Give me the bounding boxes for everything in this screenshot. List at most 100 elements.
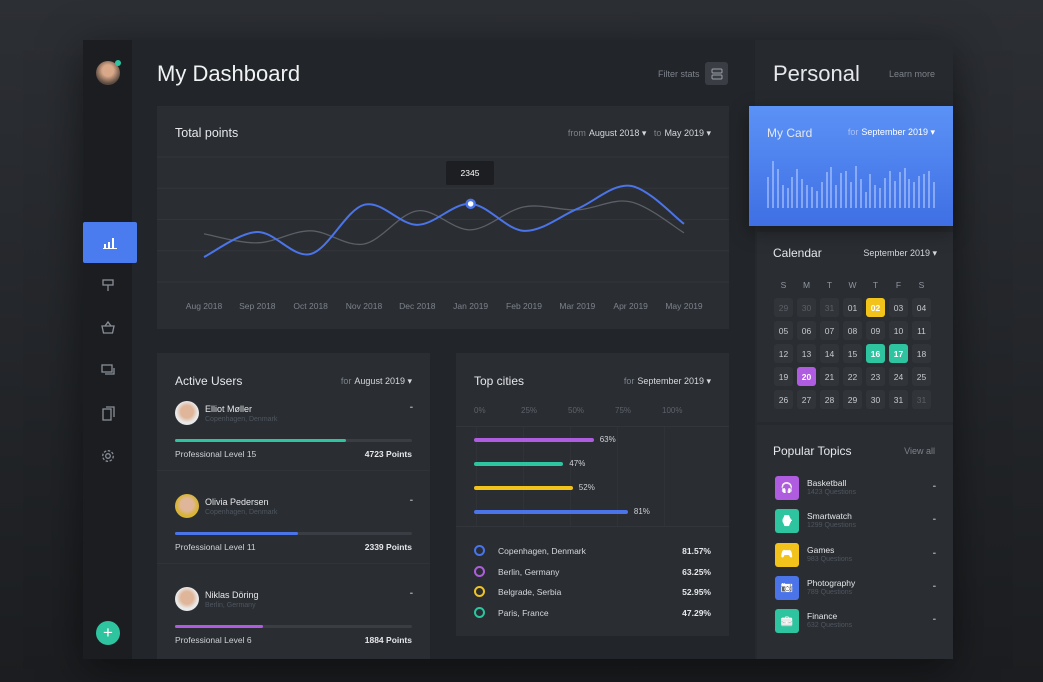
activity-bar bbox=[932, 182, 935, 208]
user-avatar[interactable] bbox=[175, 587, 199, 611]
calendar-day[interactable]: 18 bbox=[912, 344, 931, 363]
more-options-button[interactable]: ••• bbox=[932, 617, 936, 624]
topic-name[interactable]: Photography bbox=[807, 577, 856, 588]
x-tick-label: Nov 2018 bbox=[346, 301, 383, 311]
more-options-button[interactable]: ••• bbox=[932, 583, 936, 590]
calendar-day[interactable]: 16 bbox=[866, 344, 885, 363]
x-tick-label: Apr 2019 bbox=[613, 301, 648, 311]
topic-icon-tile[interactable]: 🎮 bbox=[775, 542, 799, 567]
chat-icon bbox=[100, 363, 115, 375]
legend-value: 52.95% bbox=[682, 587, 711, 597]
city-bar[interactable] bbox=[474, 462, 564, 466]
calendar-day[interactable]: 14 bbox=[820, 344, 839, 363]
calendar-day[interactable]: 22 bbox=[843, 367, 862, 386]
user-name[interactable]: Olivia Pedersen bbox=[205, 497, 269, 507]
calendar-day[interactable]: 01 bbox=[843, 298, 862, 317]
legend-city: Berlin, Germany bbox=[498, 566, 560, 577]
calendar-day[interactable]: 21 bbox=[820, 367, 839, 386]
calendar-day[interactable]: 30 bbox=[797, 298, 816, 317]
from-select[interactable]: August 2018 ▾ bbox=[588, 128, 647, 138]
filter-stats-label[interactable]: Filter stats bbox=[658, 69, 700, 79]
more-options-button[interactable]: ••• bbox=[409, 498, 413, 504]
calendar-day[interactable]: 10 bbox=[889, 321, 908, 340]
user-name[interactable]: Niklas Döring bbox=[205, 590, 259, 600]
calendar-day[interactable]: 20 bbox=[797, 367, 816, 386]
topic-icon-tile[interactable]: ⌚ bbox=[775, 509, 799, 534]
add-button[interactable]: + bbox=[96, 621, 120, 645]
sidebar-item-basket[interactable] bbox=[97, 316, 119, 338]
calendar-day[interactable]: 30 bbox=[866, 390, 885, 409]
more-options-button[interactable]: ••• bbox=[409, 405, 413, 411]
period-value: September 2019 bbox=[861, 127, 928, 137]
city-bar[interactable] bbox=[474, 486, 573, 490]
topic-icon-tile[interactable]: 💼 bbox=[775, 609, 799, 634]
calendar-day[interactable]: 12 bbox=[774, 344, 793, 363]
activity-bar bbox=[903, 168, 906, 208]
calendar-day[interactable]: 31 bbox=[912, 390, 931, 409]
calendar-day[interactable]: 13 bbox=[797, 344, 816, 363]
activity-bar bbox=[888, 170, 891, 208]
weekday-label: S bbox=[918, 279, 925, 290]
calendar-day[interactable]: 06 bbox=[797, 321, 816, 340]
more-options-button[interactable]: ••• bbox=[932, 484, 936, 490]
activity-bar bbox=[908, 179, 911, 208]
calendar-day[interactable]: 24 bbox=[889, 367, 908, 386]
calendar-day[interactable]: 09 bbox=[866, 321, 885, 340]
calendar-day[interactable]: 31 bbox=[820, 298, 839, 317]
topic-name[interactable]: Basketball bbox=[807, 478, 847, 488]
topic-icon-tile[interactable]: 🎧 bbox=[775, 476, 799, 500]
calendar-day[interactable]: 11 bbox=[912, 321, 931, 340]
calendar-day[interactable]: 07 bbox=[820, 321, 839, 340]
period-select[interactable]: for September 2019 ▾ bbox=[847, 127, 935, 137]
bar-value-label: 47% bbox=[569, 459, 586, 468]
calendar-day[interactable]: 02 bbox=[866, 298, 885, 317]
calendar-day[interactable]: 15 bbox=[843, 344, 862, 363]
view-all-link[interactable]: View all bbox=[904, 446, 935, 456]
weekday-label: T bbox=[872, 279, 879, 290]
more-options-button[interactable]: ••• bbox=[932, 550, 936, 557]
user-avatar[interactable] bbox=[175, 494, 199, 518]
month-select[interactable]: September 2019 ▾ bbox=[863, 248, 937, 258]
calendar-day[interactable]: 05 bbox=[774, 321, 793, 340]
to-select[interactable]: May 2019 ▾ bbox=[664, 128, 711, 138]
topic-icon-tile[interactable]: 📷 bbox=[775, 575, 799, 600]
sidebar-item-stats[interactable] bbox=[83, 222, 137, 263]
calendar-day[interactable]: 26 bbox=[774, 390, 793, 409]
sidebar-item-messages[interactable] bbox=[97, 359, 119, 381]
more-options-button[interactable]: ••• bbox=[409, 591, 413, 597]
more-options-button[interactable]: ••• bbox=[932, 517, 936, 524]
calendar-day[interactable]: 03 bbox=[889, 298, 908, 317]
calendar-day[interactable]: 08 bbox=[843, 321, 862, 340]
topic-name[interactable]: Games bbox=[807, 544, 835, 555]
sidebar-item-signpost[interactable] bbox=[97, 274, 119, 296]
topic-name[interactable]: Finance bbox=[807, 611, 838, 622]
user-name[interactable]: Elliot Møller bbox=[205, 404, 253, 414]
city-bar[interactable] bbox=[474, 438, 594, 442]
user-avatar[interactable] bbox=[175, 401, 199, 425]
calendar-day[interactable]: 29 bbox=[774, 298, 793, 317]
calendar-day[interactable]: 19 bbox=[774, 367, 793, 386]
calendar-day[interactable]: 27 bbox=[797, 390, 816, 409]
period-value: September 2019 bbox=[637, 376, 704, 386]
calendar-day[interactable]: 17 bbox=[889, 344, 908, 363]
filter-stats-button[interactable] bbox=[705, 62, 728, 85]
calendar-day[interactable]: 23 bbox=[866, 367, 885, 386]
watch-icon: ⌚ bbox=[780, 515, 794, 527]
topic-name[interactable]: Smartwatch bbox=[807, 511, 852, 522]
sidebar-item-settings[interactable] bbox=[97, 445, 119, 467]
avatar[interactable] bbox=[96, 60, 121, 85]
calendar-day[interactable]: 25 bbox=[912, 367, 931, 386]
user-level: Professional Level 11 bbox=[175, 542, 256, 552]
learn-more-link[interactable]: Learn more bbox=[888, 69, 935, 79]
calendar-day[interactable]: 31 bbox=[889, 390, 908, 409]
sidebar-item-documents[interactable] bbox=[97, 402, 119, 424]
highlight-point[interactable] bbox=[465, 198, 476, 210]
my-card[interactable]: My Card for September 2019 ▾ bbox=[749, 106, 953, 226]
progress-bar bbox=[175, 532, 412, 535]
calendar-day[interactable]: 29 bbox=[843, 390, 862, 409]
calendar-day[interactable]: 28 bbox=[820, 390, 839, 409]
city-bar[interactable] bbox=[474, 510, 628, 514]
period-select[interactable]: for August 2019 ▾ bbox=[340, 376, 412, 386]
period-select[interactable]: for September 2019 ▾ bbox=[623, 376, 711, 386]
calendar-day[interactable]: 04 bbox=[912, 298, 931, 317]
